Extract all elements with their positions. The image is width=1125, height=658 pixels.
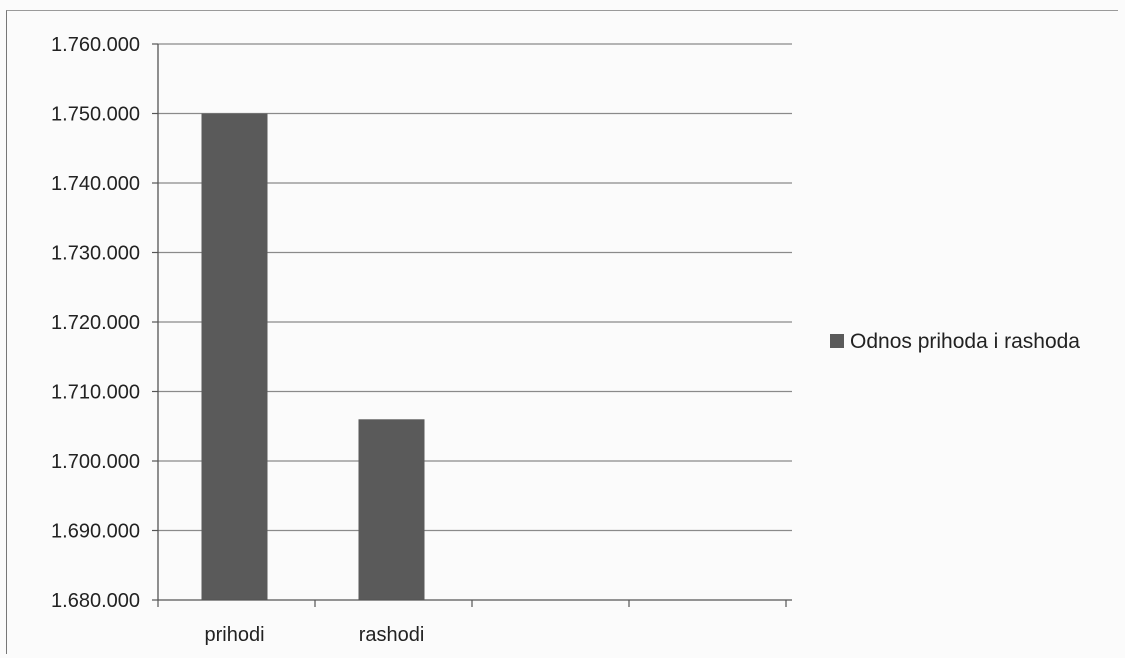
legend-swatch	[830, 334, 844, 348]
x-category-label: prihodi	[204, 624, 264, 646]
x-category-label: rashodi	[359, 624, 425, 646]
bar-rashodi	[358, 419, 425, 600]
y-tick-label: 1.760.000	[51, 34, 140, 56]
y-tick-label: 1.720.000	[51, 312, 140, 334]
y-tick-label: 1.740.000	[51, 173, 140, 195]
chart-frame	[6, 10, 1118, 654]
y-tick-label: 1.700.000	[51, 451, 140, 473]
y-axis-ticks: 1.680.000 1.690.000 1.700.000 1.710.000 1.72…	[51, 34, 140, 612]
x-axis: prihodi rashodi	[157, 44, 792, 646]
y-tick-label: 1.680.000	[51, 590, 140, 612]
legend: Odnos prihoda i rashoda	[830, 330, 1080, 353]
bar-prihodi	[201, 113, 268, 600]
y-tick-label: 1.730.000	[51, 243, 140, 265]
y-tick-label: 1.690.000	[51, 521, 140, 543]
y-tick-label: 1.750.000	[51, 104, 140, 126]
y-tick-label: 1.710.000	[51, 382, 140, 404]
legend-label: Odnos prihoda i rashoda	[850, 330, 1080, 353]
bars	[201, 113, 425, 600]
